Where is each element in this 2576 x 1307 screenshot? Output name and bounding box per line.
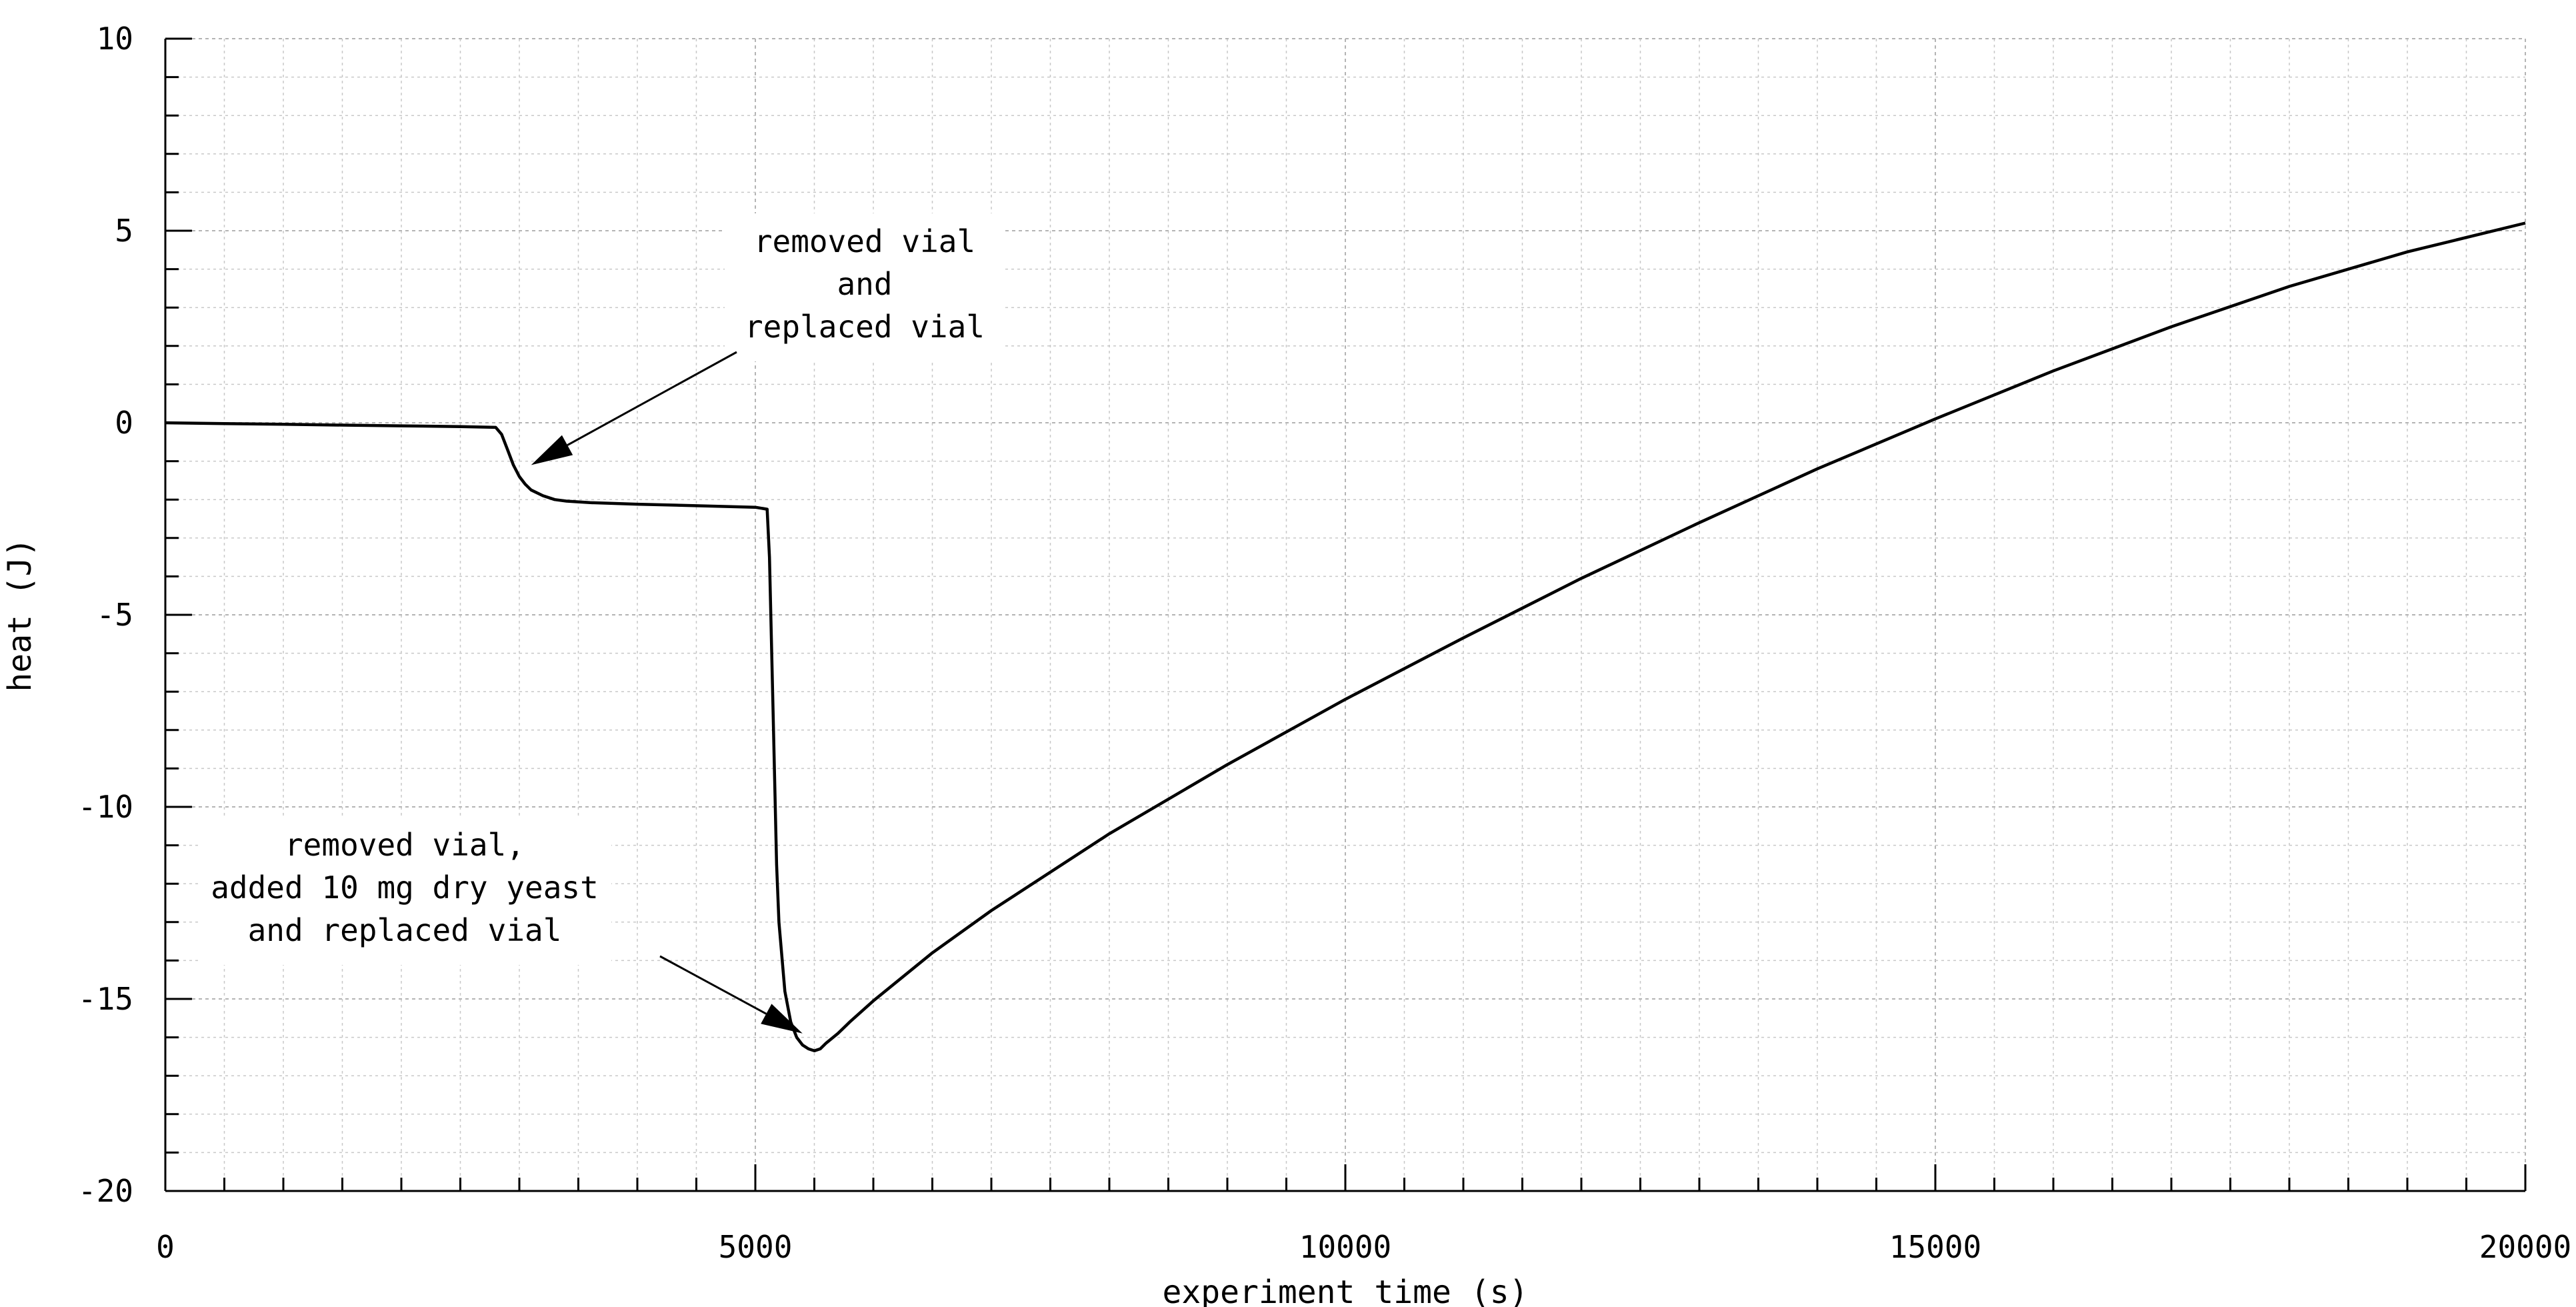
annotation-text-line: replaced vial (745, 309, 985, 345)
y-tick-label: 5 (115, 213, 133, 249)
grid (165, 38, 2526, 1191)
annotation-arrow-line (567, 351, 737, 446)
series-group (165, 221, 2526, 1053)
annotation-text-line: removed vial (754, 223, 975, 259)
annotation-text-line: added 10 mg dry yeast (211, 870, 599, 906)
x-axis-label: experiment time (s) (1162, 1274, 1528, 1307)
ticks: 0 5000 10000 15000 20000 10 5 0 -5 -10 -15 -20 (78, 21, 2571, 1265)
annotation-background (198, 817, 611, 965)
y-axis-label: heat (J) (1, 537, 39, 692)
series-line (165, 221, 2526, 1053)
x-tick-label: 20000 (2479, 1229, 2571, 1265)
annotation-text-line: and (837, 266, 892, 302)
annotation-arrow-head (531, 435, 573, 465)
annotation: removed vial and replaced vial (531, 213, 1005, 465)
annotation-background (725, 213, 1005, 361)
annotation-arrow-head (761, 1004, 803, 1034)
y-tick-label: -20 (78, 1173, 133, 1209)
annotation-text-line: and replaced vial (248, 912, 562, 948)
y-tick-label: -15 (78, 981, 133, 1017)
y-tick-label: 0 (115, 405, 133, 441)
x-tick-label: 10000 (1299, 1229, 1391, 1265)
x-tick-label: 5000 (719, 1229, 793, 1265)
y-tick-label: 10 (97, 21, 133, 57)
annotation: removed vial, added 10 mg dry yeast and re… (198, 817, 803, 1034)
y-tick-label: -5 (97, 597, 133, 633)
annotation-arrow-line (659, 955, 767, 1015)
x-tick-label: 15000 (1889, 1229, 1981, 1265)
x-tick-label: 0 (156, 1229, 175, 1265)
y-tick-label: -10 (78, 789, 133, 825)
annotation-text-line: removed vial, (285, 827, 525, 863)
